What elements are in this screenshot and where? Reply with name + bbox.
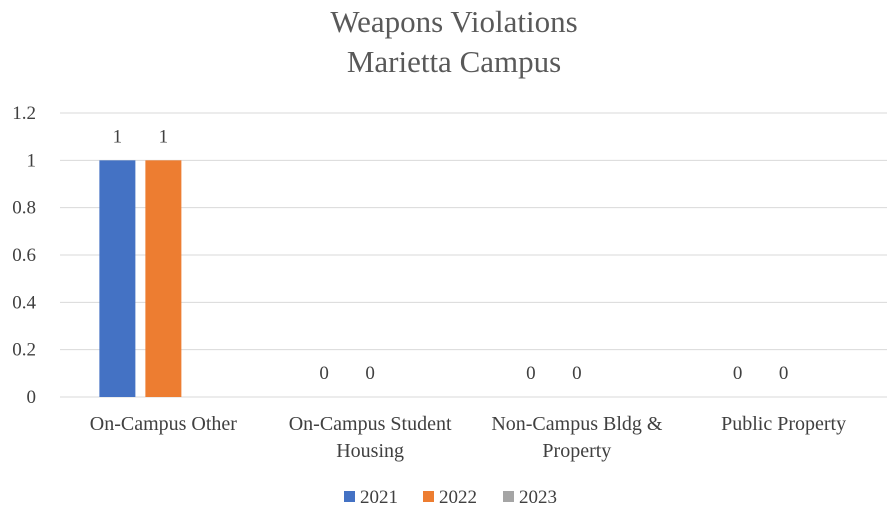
category-label: On-Campus Other: [90, 413, 238, 435]
y-tick-label: 0.4: [12, 292, 36, 313]
bar-2022-0: [145, 160, 182, 397]
y-tick-label: 0.6: [12, 245, 36, 266]
y-tick-label: 1.2: [12, 103, 36, 124]
data-label: 0: [779, 363, 789, 384]
data-label: 0: [572, 363, 582, 384]
chart-title-line-2: Marietta Campus: [347, 44, 561, 79]
gridlines: [60, 112, 887, 398]
bars: [99, 160, 182, 397]
data-label: 1: [159, 126, 169, 147]
legend-swatch: [344, 491, 355, 502]
data-label: 1: [113, 126, 123, 147]
data-label: 0: [319, 363, 329, 384]
category-label: Housing: [336, 440, 404, 462]
data-labels: 1 0 0 0 1 0 0 0: [113, 126, 789, 384]
chart-title-line-1: Weapons Violations: [330, 4, 577, 39]
data-label: 0: [365, 363, 375, 384]
legend-label: 2022: [439, 487, 477, 508]
legend-label: 2021: [360, 487, 398, 508]
data-label: 0: [733, 363, 743, 384]
category-label: Non-Campus Bldg &: [491, 413, 663, 435]
category-label: Public Property: [721, 413, 846, 435]
legend-swatch: [423, 491, 434, 502]
bar-2021-0: [99, 160, 136, 397]
legend: 2021 2022 2023: [344, 487, 557, 508]
y-tick-label: 0.8: [12, 198, 36, 219]
x-axis-categories: On-Campus Other On-Campus Student Housing N…: [90, 413, 846, 462]
y-tick-label: 0: [27, 387, 37, 408]
category-label: Property: [542, 440, 611, 462]
legend-label: 2023: [519, 487, 557, 508]
y-tick-label: 0.2: [12, 340, 36, 361]
y-tick-label: 1: [27, 150, 37, 171]
category-label: On-Campus Student: [289, 413, 452, 435]
legend-swatch: [503, 491, 514, 502]
data-label: 0: [526, 363, 536, 384]
y-axis-ticks: 0 0.2 0.4 0.6 0.8 1 1.2: [12, 103, 36, 408]
